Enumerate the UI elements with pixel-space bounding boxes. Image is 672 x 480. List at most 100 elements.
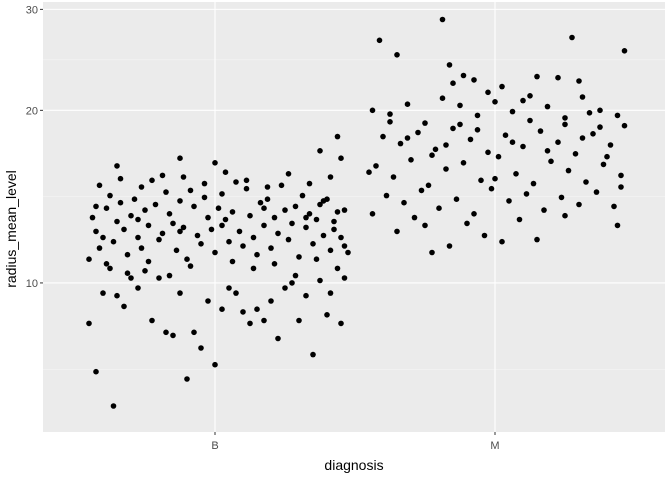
data-point-m [492,175,498,182]
data-point-b [86,256,92,263]
data-point-m [614,222,621,229]
data-point-b [170,332,176,339]
data-point-m [541,207,547,213]
data-point-b [212,361,218,368]
data-point-m [429,249,435,256]
data-point-b [261,222,267,229]
data-point-b [313,216,320,223]
data-point-b [159,230,166,237]
data-point-b [219,191,225,197]
data-point-m [534,73,540,80]
data-point-b [177,228,183,235]
data-point-b [341,207,348,213]
data-point-b [96,182,103,189]
data-point-b [233,179,239,185]
data-point-m [457,102,463,109]
data-point-m [411,214,418,221]
data-point-b [219,306,225,313]
data-point-b [135,285,141,291]
data-point-m [600,161,607,168]
data-point-b [205,214,211,221]
data-point-m [467,136,474,143]
data-point-m [415,129,421,136]
data-point-b [117,175,124,182]
data-point-m [478,177,484,184]
data-point-m [499,83,505,90]
data-point-b [107,192,113,199]
data-point-b [275,230,281,237]
data-point-m [422,120,428,126]
data-point-b [254,306,260,313]
data-point-m [450,125,456,132]
data-point-m [607,142,614,148]
data-point-m [509,108,516,115]
data-point-b [191,329,197,336]
data-point-m [569,34,575,41]
data-point-b [149,177,155,184]
data-point-b [261,205,267,211]
data-point-m [439,95,446,101]
data-point-b [222,169,229,175]
data-point-b [114,218,120,225]
data-point-b [285,236,292,243]
data-point-m [562,115,568,121]
data-point-m [380,133,386,140]
data-point-b [93,228,99,235]
data-point-b [236,228,243,235]
data-point-b [310,351,316,358]
data-point-b [135,234,141,241]
data-point-b [131,196,138,202]
data-point-b [306,180,313,187]
data-point-m [369,211,376,217]
data-point-b [110,238,117,245]
data-point-b [128,275,134,281]
data-point-b [93,368,99,375]
data-point-m [544,148,551,154]
data-point-b [317,201,323,208]
plot-panel [43,2,665,432]
data-point-b [212,249,218,256]
data-point-b [145,258,152,265]
data-point-b [247,212,253,219]
data-point-m [387,119,393,125]
data-point-m [618,172,624,179]
data-point-m [450,80,456,86]
data-point-m [436,205,442,211]
data-point-b [166,272,173,279]
data-point-m [621,122,628,129]
data-point-b [250,234,257,241]
data-point-b [201,194,208,201]
data-point-b [152,201,159,208]
data-point-b [177,155,183,161]
data-point-b [198,345,204,351]
data-point-m [527,93,533,99]
data-point-m [425,182,432,189]
data-point-b [128,212,134,219]
data-point-b [198,241,204,247]
data-point-m [394,52,400,58]
data-point-b [310,241,316,247]
data-point-m [597,107,603,114]
data-point-b [208,226,215,233]
data-point-b [229,209,236,215]
data-point-b [89,214,96,221]
data-point-b [121,226,127,233]
data-point-m [471,77,477,83]
data-point-b [327,247,334,254]
data-point-m [474,127,481,133]
data-point-b [303,292,309,299]
data-point-m [422,222,428,229]
data-point-m [443,166,449,172]
data-point-m [471,211,477,217]
data-point-m [614,112,621,119]
data-point-b [296,254,302,260]
data-point-m [401,199,407,206]
data-point-b [177,290,183,296]
data-point-b [215,205,222,211]
data-point-m [457,121,463,128]
data-point-b [86,320,92,327]
data-points [86,16,628,409]
data-point-b [201,180,208,187]
data-point-b [226,285,232,291]
data-point-m [523,191,530,197]
